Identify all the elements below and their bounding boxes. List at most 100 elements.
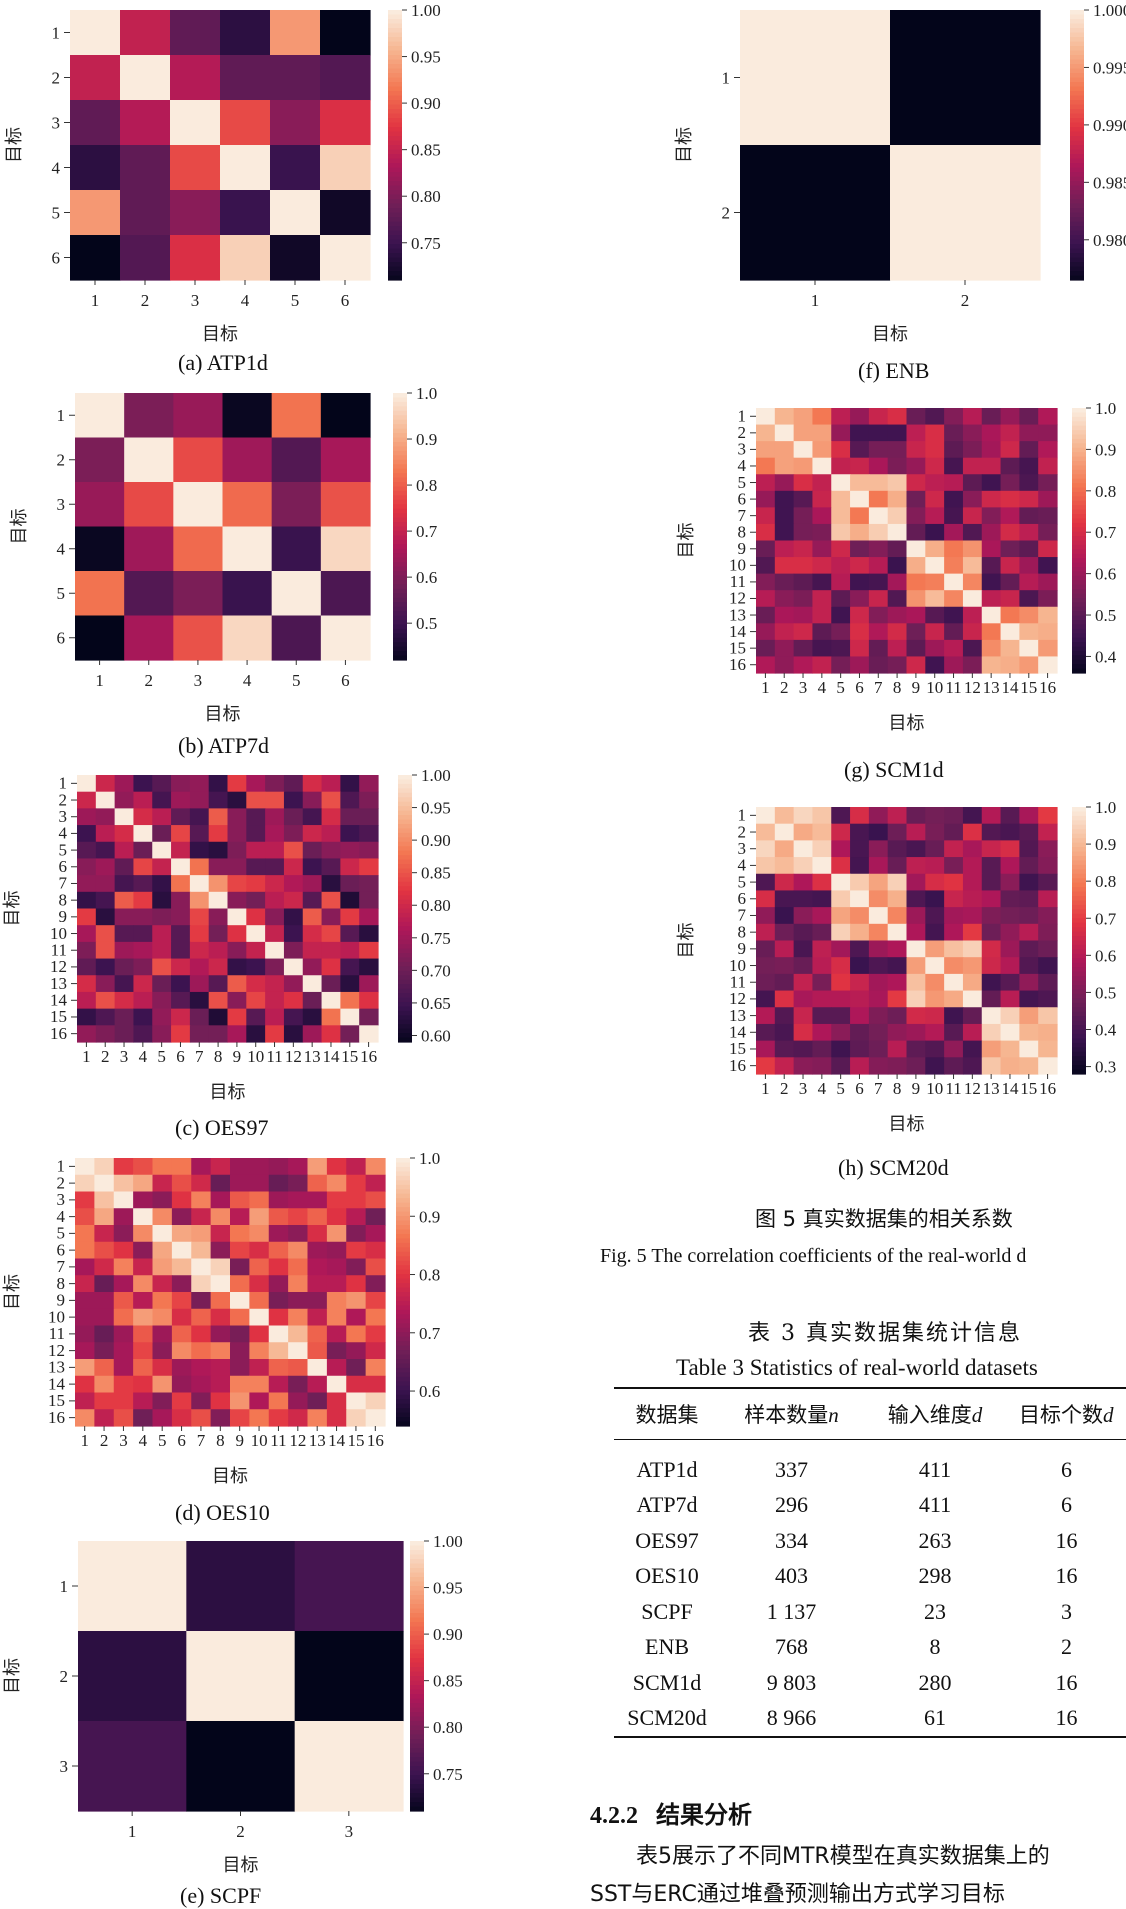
heatmap-cell (283, 925, 304, 943)
colorbar-segment (398, 775, 412, 781)
colorbar-segment (396, 1202, 410, 1208)
heatmap-cell (326, 1325, 347, 1343)
colorbar-segment (1072, 637, 1086, 643)
heatmap-cell (868, 957, 889, 975)
heatmap-cell (887, 990, 908, 1008)
y-tick-label: 9 (57, 1291, 66, 1310)
heatmap-cell (113, 1392, 134, 1410)
heatmap-cell (320, 55, 371, 101)
heatmap-cell (210, 1191, 231, 1209)
heatmap-cell (944, 990, 964, 1008)
heatmap-cell (152, 841, 172, 860)
colorbar-segment (1070, 271, 1084, 277)
heatmap-cell (944, 441, 964, 459)
heatmap-cell (326, 1275, 347, 1293)
heatmap-cell (75, 1208, 95, 1226)
heatmap-cell (246, 958, 266, 976)
heatmap-cell (321, 908, 341, 926)
colorbar-segment (1072, 452, 1086, 458)
heatmap-cell (906, 408, 926, 426)
heatmap-cell (171, 1158, 192, 1176)
y-axis-label: 目标 (9, 509, 30, 545)
heatmap-cell (831, 823, 851, 841)
heatmap-cell (1000, 441, 1020, 459)
heatmap-cell (756, 523, 776, 542)
colorbar-tick-label: 0.7 (1095, 523, 1117, 542)
colorbar-segment (398, 1037, 412, 1043)
colorbar-segment (1070, 50, 1084, 56)
colorbar-segment (393, 553, 407, 559)
x-tick-label: 1 (80, 1431, 89, 1450)
heatmap-cell (944, 840, 964, 858)
heatmap-cell (326, 1342, 347, 1360)
heatmap-cell (793, 823, 814, 841)
heatmap-cell (962, 540, 983, 558)
heatmap-cell (868, 857, 889, 875)
heatmap-cell (133, 1275, 154, 1293)
heatmap-cell (831, 540, 851, 558)
heatmap-cell (95, 875, 116, 893)
heatmap-cell (340, 808, 360, 826)
heatmap-cell (962, 1057, 983, 1075)
colorbar-segment (388, 100, 402, 106)
colorbar-segment (1072, 967, 1086, 973)
colorbar-segment (1072, 580, 1086, 586)
heatmap-cell (265, 858, 285, 876)
heatmap-cell (191, 1258, 212, 1276)
heatmap-cell (171, 1008, 191, 1026)
heatmap-cell (1000, 840, 1020, 858)
colorbar-segment (388, 50, 402, 56)
colorbar-segment (393, 482, 407, 488)
heatmap-cell (906, 923, 926, 942)
colorbar-segment (1072, 615, 1086, 621)
colorbar-tick-label: 0.7 (416, 522, 438, 541)
colorbar-segment (388, 46, 402, 52)
heatmap-cell (302, 841, 323, 860)
colorbar-segment (1072, 976, 1086, 982)
y-tick-label: 14 (729, 1023, 747, 1042)
heatmap-cell (944, 907, 964, 925)
colorbar-segment (396, 1233, 410, 1239)
heatmap-cell (189, 925, 210, 943)
colorbar-segment (398, 997, 412, 1003)
heatmap-cell (1019, 923, 1039, 942)
heatmap-cell (222, 482, 273, 528)
y-tick-label: 3 (57, 1190, 66, 1209)
heatmap-cell (812, 540, 832, 558)
heatmap-cell (925, 540, 945, 558)
heatmap-cell (793, 573, 814, 591)
heatmap-cell (320, 615, 371, 661)
heatmap-cell (359, 975, 379, 993)
heatmap-cell (268, 1225, 289, 1243)
heatmap-cell (114, 1008, 135, 1026)
colorbar-segment (1072, 807, 1086, 813)
heatmap-cell (906, 807, 926, 825)
colorbar-segment (388, 91, 402, 97)
y-tick-label: 4 (52, 158, 61, 177)
heatmap-cell (94, 1325, 115, 1343)
colorbar-segment (396, 1399, 410, 1405)
y-axis-label: 目标 (676, 923, 697, 959)
colorbar-segment (396, 1198, 410, 1204)
colorbar-segment (410, 1707, 424, 1713)
heatmap-cell (1038, 807, 1058, 825)
y-tick-label: 10 (729, 556, 746, 575)
colorbar-segment (1072, 864, 1086, 870)
x-tick-label: 8 (214, 1047, 223, 1066)
heatmap-cell (95, 1025, 116, 1043)
heatmap-cell (220, 55, 271, 101)
heatmap-cell (320, 482, 371, 528)
heatmap-cell (793, 957, 814, 975)
heatmap-cell (1000, 656, 1020, 674)
colorbar-segment (1072, 571, 1086, 577)
heatmap-cell (944, 474, 964, 492)
colorbar-segment (393, 602, 407, 608)
colorbar-segment (398, 984, 412, 990)
heatmap-cell (288, 1241, 309, 1260)
colorbar-segment (410, 1793, 424, 1799)
colorbar-segment (393, 584, 407, 590)
heatmap-cell (812, 907, 832, 925)
heatmap-cell (850, 1007, 870, 1025)
colorbar-segment (1070, 181, 1084, 187)
heatmap-cell (94, 1342, 115, 1360)
